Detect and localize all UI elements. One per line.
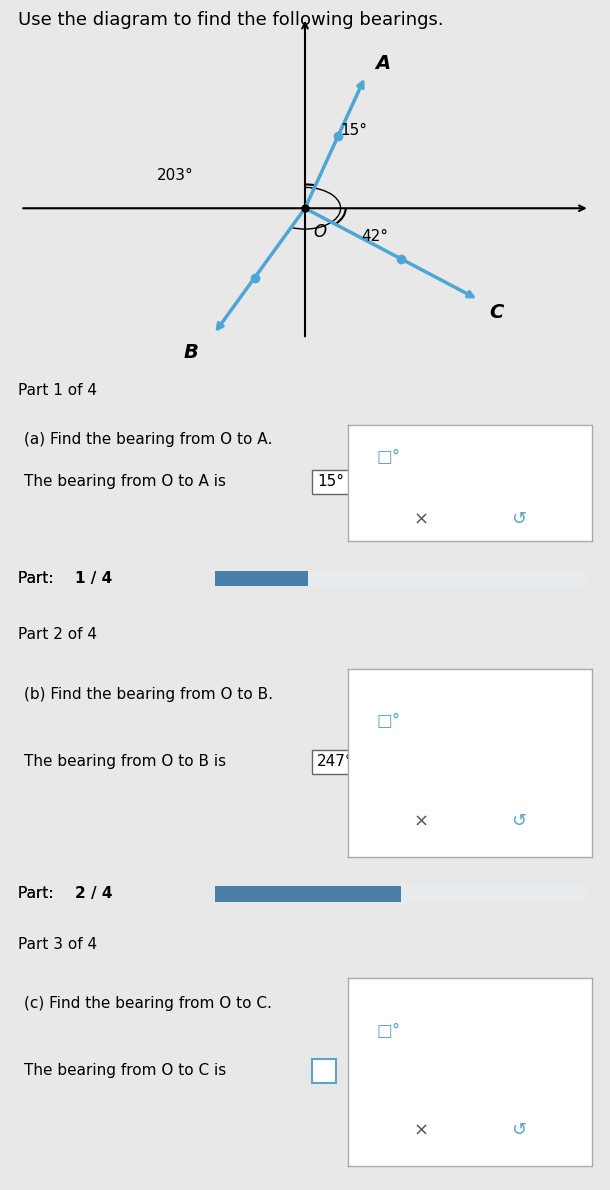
Text: A: A — [376, 54, 391, 73]
Text: 2 / 4: 2 / 4 — [75, 887, 112, 901]
Bar — [215, 571, 586, 587]
Text: 15°: 15° — [340, 124, 368, 138]
Text: The bearing from Ο to Α is: The bearing from Ο to Α is — [24, 475, 226, 489]
Text: Part:: Part: — [18, 571, 59, 585]
Bar — [215, 571, 308, 587]
Text: Part 2 of 4: Part 2 of 4 — [18, 627, 97, 643]
Bar — [215, 887, 401, 902]
Text: 203°: 203° — [156, 168, 193, 183]
Text: □°: □° — [377, 713, 401, 731]
Bar — [215, 887, 586, 902]
Text: ↺: ↺ — [511, 511, 526, 528]
Text: Part 1 of 4: Part 1 of 4 — [18, 383, 97, 399]
Text: B: B — [184, 343, 198, 362]
Text: ↺: ↺ — [511, 1121, 526, 1140]
Text: The bearing from Ο to C is: The bearing from Ο to C is — [24, 1064, 226, 1078]
Text: □°: □° — [377, 449, 401, 466]
Text: Part:: Part: — [18, 887, 59, 901]
Text: O: O — [313, 224, 326, 242]
Text: 42°: 42° — [361, 228, 388, 244]
Text: Part:: Part: — [18, 571, 59, 585]
Text: 1 / 4: 1 / 4 — [75, 571, 112, 585]
Text: (c) Find the bearing from Ο to C.: (c) Find the bearing from Ο to C. — [24, 996, 272, 1012]
Text: ×: × — [414, 511, 428, 528]
Text: Use the diagram to find the following bearings.: Use the diagram to find the following be… — [18, 11, 444, 29]
Text: The bearing from Ο to Β is: The bearing from Ο to Β is — [24, 754, 226, 769]
Text: Part:: Part: — [18, 887, 59, 901]
Text: (b) Find the bearing from Ο to Β.: (b) Find the bearing from Ο to Β. — [24, 687, 273, 702]
Text: (a) Find the bearing from Ο to Α.: (a) Find the bearing from Ο to Α. — [24, 432, 273, 447]
Text: 15°: 15° — [317, 475, 344, 489]
Text: ×: × — [414, 812, 428, 831]
Text: □°: □° — [377, 1022, 401, 1040]
Text: C: C — [489, 302, 503, 321]
Text: ×: × — [414, 1121, 428, 1140]
Text: ↺: ↺ — [511, 812, 526, 831]
Text: 247°: 247° — [317, 754, 354, 769]
Text: Part 3 of 4: Part 3 of 4 — [18, 937, 97, 952]
